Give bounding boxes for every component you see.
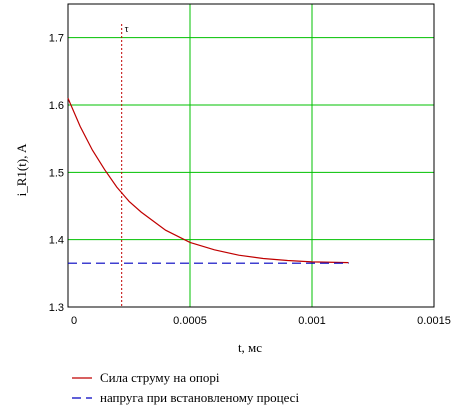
x-tick-label: 0.001 — [298, 315, 326, 327]
grid — [68, 4, 434, 307]
x-tick-label: 0.0005 — [173, 315, 207, 327]
legend: Сила струму на опорі напруга при встановл… — [72, 370, 299, 405]
legend-label-1: Сила струму на опорі — [100, 370, 220, 385]
y-ticks: 1.3 1.4 1.5 1.6 1.7 — [49, 33, 64, 314]
series-line-1 — [67, 98, 349, 264]
x-tick-label: 0.0015 — [417, 315, 451, 327]
y-tick-label: 1.7 — [49, 33, 64, 45]
legend-label-2: напруга при встановленому процесі — [100, 390, 299, 405]
y-tick-label: 1.6 — [49, 100, 64, 112]
y-axis-label: i_R1(t), A — [14, 143, 29, 196]
plot-frame — [67, 3, 435, 308]
marker-label: τ — [125, 24, 129, 35]
y-tick-label: 1.5 — [49, 167, 64, 179]
time-constant-marker: τ — [121, 24, 129, 307]
x-tick-label: 0 — [71, 315, 77, 327]
y-tick-label: 1.3 — [49, 302, 64, 314]
series-group — [67, 98, 349, 264]
y-tick-label: 1.4 — [49, 235, 64, 247]
x-axis-label: t, мс — [238, 340, 262, 355]
x-ticks: 0 0.0005 0.001 0.0015 — [71, 315, 451, 327]
